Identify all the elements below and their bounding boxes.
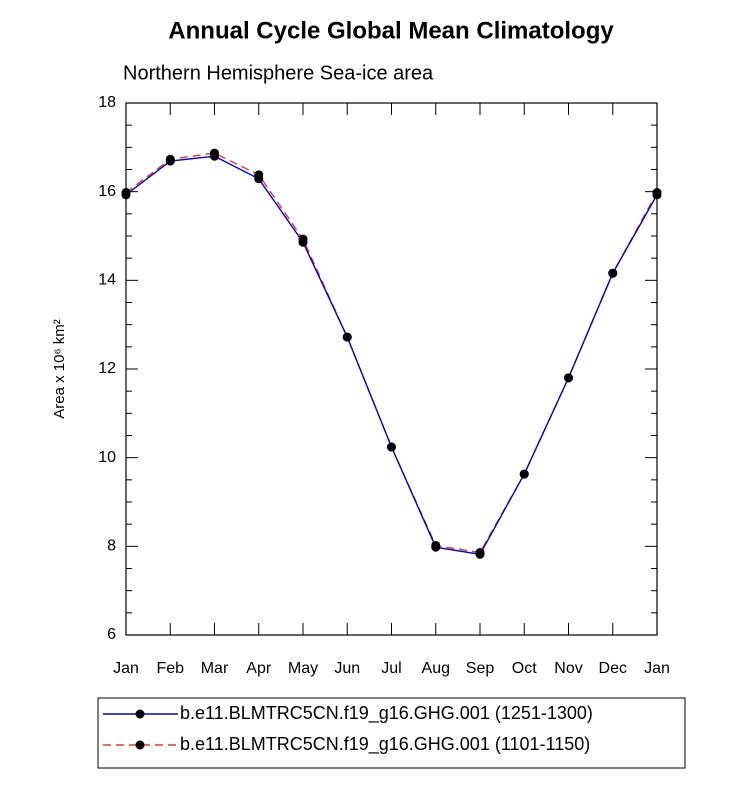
series-line [125, 152, 658, 554]
y-tick-label: 16 [98, 183, 116, 200]
y-tick-label: 12 [98, 360, 116, 377]
data-point [342, 332, 352, 342]
data-point [387, 442, 396, 452]
y-tick-label: 10 [98, 449, 116, 466]
chart-subtitle: Northern Hemisphere Sea-ice area [123, 62, 434, 84]
data-point [519, 469, 529, 479]
data-point [564, 373, 573, 383]
legend-box [97, 697, 686, 769]
data-point [431, 540, 441, 550]
x-tick-label: Jan [644, 660, 670, 677]
data-point [121, 188, 131, 198]
x-tick-label: Dec [599, 660, 627, 677]
x-tick-label: Apr [246, 660, 272, 677]
legend-label: b.e11.BLMTRC5CN.f19_g16.GHG.001 (1251-13… [180, 703, 593, 724]
y-tick-label: 14 [98, 272, 116, 289]
x-tick-label: Nov [554, 660, 582, 677]
data-point [475, 548, 485, 558]
data-point [254, 170, 264, 180]
data-point [165, 154, 175, 164]
data-point [298, 234, 308, 244]
x-tick-label: Aug [422, 660, 450, 677]
series-line [125, 155, 658, 556]
x-tick-label: May [288, 660, 318, 677]
data-point [652, 188, 662, 198]
x-tick-label: Oct [512, 660, 537, 677]
x-tick-label: Jun [334, 660, 360, 677]
legend-marker [135, 740, 145, 750]
y-tick-label: 6 [107, 626, 116, 643]
legend-label: b.e11.BLMTRC5CN.f19_g16.GHG.001 (1101-11… [180, 734, 590, 755]
x-tick-label: Mar [201, 660, 229, 677]
x-tick-label: Jul [381, 660, 401, 677]
y-tick-label: 8 [107, 538, 116, 555]
x-tick-label: Sep [466, 660, 495, 677]
plot-frame [125, 102, 658, 636]
y-tick-label: 18 [98, 94, 116, 111]
x-tick-label: Feb [156, 660, 184, 677]
legend-marker [135, 709, 145, 719]
y-axis-label: Area x 10⁶ km² [51, 319, 68, 419]
chart-title: Annual Cycle Global Mean Climatology [168, 17, 614, 44]
data-point [608, 268, 618, 278]
x-tick-label: Jan [113, 660, 139, 677]
data-point [210, 148, 219, 158]
